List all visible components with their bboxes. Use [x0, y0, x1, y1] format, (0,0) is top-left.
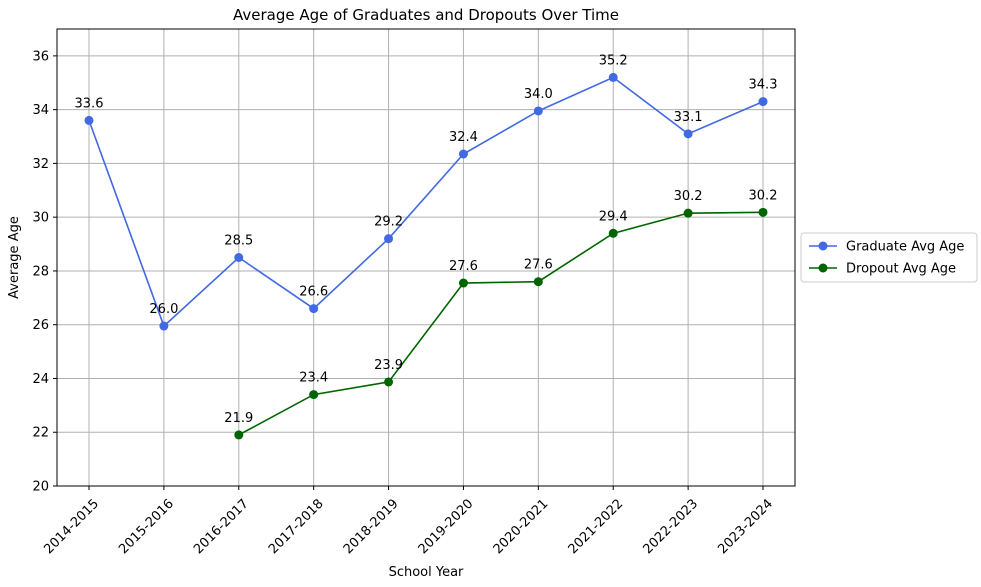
- data-point: [234, 430, 244, 440]
- data-label: 27.6: [524, 258, 553, 273]
- x-tick-label: 2019-2020: [416, 496, 477, 557]
- x-tick-label: 2022-2023: [640, 496, 701, 557]
- data-label: 28.5: [224, 234, 253, 249]
- data-point: [384, 234, 394, 244]
- chart-title: Average Age of Graduates and Dropouts Ov…: [233, 6, 619, 24]
- y-tick-label: 22: [32, 426, 49, 441]
- x-tick-label: 2023-2024: [715, 496, 776, 557]
- data-point: [84, 115, 94, 125]
- x-axis-ticks: 2014-2015 2015-2016 2016-2017 2017-2018 2018…: [41, 486, 776, 557]
- data-point: [533, 106, 543, 116]
- y-tick-label: 26: [32, 318, 49, 333]
- legend-label: Dropout Avg Age: [846, 262, 956, 277]
- data-label: 34.3: [749, 78, 778, 93]
- data-point: [683, 208, 693, 218]
- x-tick-label: 2014-2015: [41, 496, 102, 557]
- series-line: [88, 76, 764, 328]
- grid: [57, 29, 795, 487]
- x-tick-label: 2016-2017: [191, 496, 252, 557]
- x-axis-label: School Year: [389, 565, 464, 580]
- data-label: 23.9: [374, 358, 403, 373]
- data-point: [458, 278, 468, 288]
- data-label: 30.2: [674, 189, 703, 204]
- data-point: [309, 304, 319, 314]
- data-point: [309, 390, 319, 400]
- series-line: [238, 211, 764, 436]
- x-tick-label: 2015-2016: [116, 496, 177, 557]
- plot-area-frame: [56, 28, 796, 487]
- legend: Graduate Avg Age Dropout Avg Age: [800, 232, 978, 283]
- y-tick-label: 32: [32, 157, 49, 172]
- data-label: 23.4: [299, 371, 328, 386]
- y-tick-label: 20: [32, 480, 49, 495]
- x-tick-label: 2020-2021: [491, 496, 552, 557]
- data-label: 29.2: [374, 215, 403, 230]
- data-label: 29.4: [599, 209, 628, 224]
- data-point: [608, 72, 618, 82]
- data-label: 35.2: [599, 53, 628, 68]
- y-tick-label: 36: [32, 49, 49, 64]
- y-axis-ticks: 20 22 24 26 28 30 32 34 36: [32, 49, 57, 495]
- data-labels: 33.6 26.0 28.5 26.6 29.2 32.4 34.0 35.2 33.1 34.3…: [75, 53, 778, 426]
- data-label: 34.0: [524, 87, 553, 102]
- x-tick-label: 2021-2022: [566, 496, 627, 557]
- y-tick-label: 34: [32, 103, 49, 118]
- data-point: [608, 228, 618, 238]
- data-point: [384, 377, 394, 387]
- x-tick-label: 2018-2019: [341, 496, 402, 557]
- legend-marker: [818, 263, 828, 273]
- data-label: 33.6: [75, 96, 104, 111]
- data-point: [758, 97, 768, 107]
- data-label: 32.4: [449, 130, 478, 145]
- data-label: 30.2: [749, 188, 778, 203]
- y-axis-label: Average Age: [7, 216, 22, 299]
- series: [84, 72, 768, 440]
- y-tick-label: 24: [32, 372, 49, 387]
- legend-label: Graduate Avg Age: [846, 240, 964, 255]
- data-point: [533, 277, 543, 287]
- y-tick-label: 28: [32, 264, 49, 279]
- legend-box: [800, 232, 978, 283]
- data-label: 26.0: [149, 302, 178, 317]
- data-point: [683, 129, 693, 139]
- data-label: 33.1: [674, 110, 703, 125]
- data-point: [458, 149, 468, 159]
- data-point: [159, 321, 169, 331]
- data-label: 26.6: [299, 285, 328, 300]
- y-tick-label: 30: [32, 211, 49, 226]
- data-label: 27.6: [449, 259, 478, 274]
- data-point: [234, 253, 244, 262]
- x-tick-label: 2017-2018: [266, 496, 327, 557]
- data-label: 21.9: [224, 411, 253, 426]
- legend-marker: [818, 241, 828, 251]
- data-point: [758, 207, 768, 217]
